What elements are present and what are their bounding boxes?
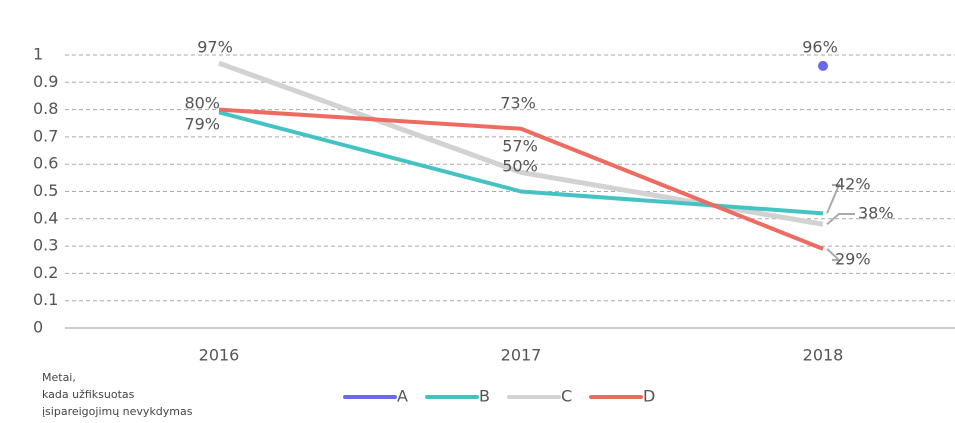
y-tick-label: 0.2: [33, 263, 58, 282]
axis-note: kada užfiksuotas: [42, 388, 135, 401]
data-label: 97%: [197, 38, 233, 57]
y-tick-label: 0.5: [33, 181, 58, 200]
legend-label: B: [479, 387, 490, 406]
y-tick-label: 0.4: [33, 208, 58, 227]
data-label: 42%: [835, 175, 871, 194]
data-label: 50%: [502, 157, 538, 176]
data-label: 80%: [184, 94, 220, 113]
axis-note: įsipareigojimų nevykdymas: [42, 405, 193, 418]
legend-label: C: [561, 387, 572, 406]
point: [818, 60, 828, 71]
x-tick-label: 2016: [199, 346, 240, 365]
data-label: 79%: [184, 115, 220, 134]
y-tick-label: 0.3: [33, 236, 58, 255]
y-tick-label: 0.8: [33, 99, 58, 118]
y-tick-label: 1: [33, 45, 43, 64]
x-tick-label: 2018: [803, 346, 844, 365]
y-tick-label: 0.6: [33, 154, 58, 173]
data-label: 29%: [835, 250, 871, 269]
line: [218, 107, 824, 251]
x-tick-label: 2017: [501, 346, 542, 365]
y-tick-label: 0.7: [33, 126, 58, 145]
leader-line: [826, 184, 841, 214]
data-label: 96%: [802, 38, 838, 57]
y-tick-label: 0.9: [33, 72, 58, 91]
y-tick-label: 0.1: [33, 290, 58, 309]
leader-line: [826, 248, 842, 261]
legend-label: D: [643, 387, 655, 406]
line: [218, 110, 824, 216]
data-label: 73%: [500, 94, 536, 113]
legend-label: A: [397, 387, 408, 406]
leader-line: [826, 213, 855, 226]
data-label: 38%: [858, 204, 894, 223]
data-label: 57%: [502, 137, 538, 156]
axis-note: Metai,: [42, 371, 76, 384]
y-tick-label: 0: [33, 318, 43, 337]
